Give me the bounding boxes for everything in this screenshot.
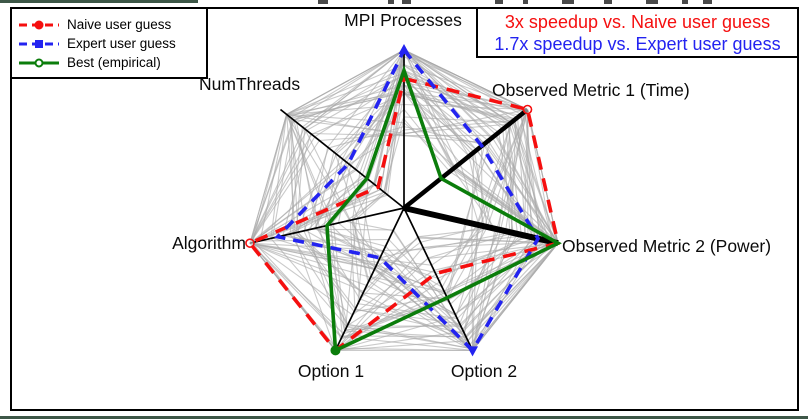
cropped-text-fragment: [682, 0, 688, 4]
expert-line-swatch-icon: [19, 39, 59, 48]
cropped-text-fragment: [646, 0, 658, 4]
cropped-bottom-rule: [0, 416, 808, 419]
legend-item-naive: Naive user guess: [18, 15, 200, 34]
legend-label: Expert user guess: [67, 36, 176, 51]
speedup-annotation-box: 3x speedup vs. Naive user guess 1.7x spe…: [476, 7, 799, 58]
axis-label-observed-metric-2: Observed Metric 2 (Power): [562, 236, 772, 256]
figure-border: [10, 7, 799, 411]
cropped-text-fragment: [523, 0, 528, 4]
axis-label-option-1: Option 1: [297, 361, 365, 381]
legend-item-expert: Expert user guess: [18, 34, 200, 53]
cropped-text-fragment: [703, 0, 712, 4]
legend-item-best: Best (empirical): [18, 53, 200, 72]
speedup-vs-expert-text: 1.7x speedup vs. Expert user guess: [494, 33, 781, 54]
axis-label-observed-metric-1: Observed Metric 1 (Time): [492, 80, 690, 100]
cropped-text-fragment: [318, 0, 328, 4]
legend-label: Naive user guess: [67, 17, 172, 32]
axis-label-numthreads: NumThreads: [199, 74, 301, 94]
cropped-text-fragment: [604, 0, 612, 4]
naive-line-swatch-icon: [19, 20, 59, 29]
legend: Naive user guess Expert user guess Best …: [10, 7, 208, 79]
cropped-text-fragment: [495, 0, 503, 4]
axis-label-mpi-processes: MPI Processes: [344, 10, 462, 30]
axis-label-algorithm: Algorithm: [172, 233, 246, 253]
legend-label: Best (empirical): [67, 55, 161, 70]
cropped-top-rule: [0, 0, 198, 3]
axis-label-option-2: Option 2: [450, 361, 518, 381]
best-line-swatch-icon: [19, 58, 59, 67]
speedup-vs-naive-text: 3x speedup vs. Naive user guess: [504, 11, 771, 32]
cropped-text-fragment: [388, 0, 394, 4]
cropped-text-fragment: [562, 0, 574, 4]
cropped-text-fragment: [402, 0, 411, 4]
